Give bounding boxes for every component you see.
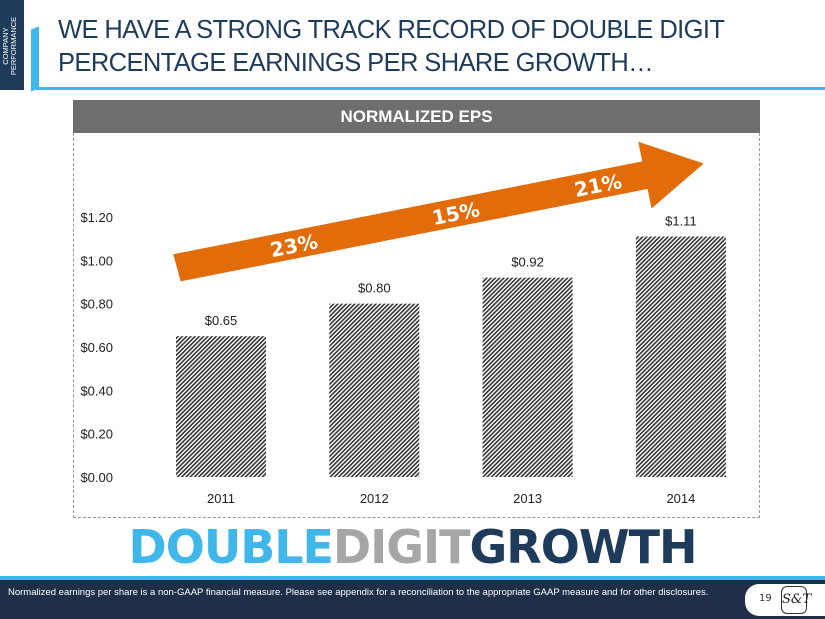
footer-divider xyxy=(0,576,825,580)
title-divider xyxy=(36,87,825,90)
x-tick-label: 2014 xyxy=(666,491,695,506)
x-tick-label: 2013 xyxy=(513,491,542,506)
data-label: $0.80 xyxy=(358,281,391,296)
growth-arrow: 23%15%21% xyxy=(173,141,704,282)
y-tick-label: $0.20 xyxy=(80,427,113,442)
bar-2012 xyxy=(329,303,420,477)
tagline-double: DOUBLE xyxy=(128,520,334,574)
page-number: 19 xyxy=(759,593,772,604)
footnote: Normalized earnings per share is a non-G… xyxy=(8,587,709,598)
data-label: $1.11 xyxy=(665,214,697,229)
chart-title: NORMALIZED EPS xyxy=(73,100,760,133)
x-tick-label: 2012 xyxy=(360,491,389,506)
title-line-2: PERCENTAGE EARNINGS PER SHARE GROWTH… xyxy=(58,49,654,77)
title-line-1: WE HAVE A STRONG TRACK RECORD OF DOUBLE … xyxy=(58,16,725,44)
company-logo: S&T xyxy=(781,586,811,614)
data-label: $0.65 xyxy=(205,313,238,328)
y-tick-label: $0.40 xyxy=(80,383,113,398)
tagline: DOUBLEDIGITGROWTH xyxy=(0,522,825,572)
tagline-growth: GROWTH xyxy=(469,520,698,574)
y-tick-label: $0.60 xyxy=(80,340,113,355)
tagline-digit: DIGIT xyxy=(332,520,471,574)
page-title: WE HAVE A STRONG TRACK RECORD OF DOUBLE … xyxy=(58,14,725,80)
bar-2014 xyxy=(635,236,726,477)
data-label: $0.92 xyxy=(511,255,544,270)
x-tick-label: 2011 xyxy=(207,491,235,506)
bar-2011 xyxy=(176,336,266,477)
chart-frame xyxy=(73,133,760,518)
page-number-box: 19 S&T xyxy=(745,584,825,616)
y-tick-label: $0.80 xyxy=(80,297,113,312)
section-tag: COMPANY PERFORMANCE xyxy=(0,0,24,90)
y-tick-label: $1.00 xyxy=(80,253,113,268)
y-tick-label: $0.00 xyxy=(80,470,113,485)
y-tick-label: $1.20 xyxy=(80,210,113,225)
bar-2013 xyxy=(482,277,573,477)
footer: Normalized earnings per share is a non-G… xyxy=(0,580,825,619)
